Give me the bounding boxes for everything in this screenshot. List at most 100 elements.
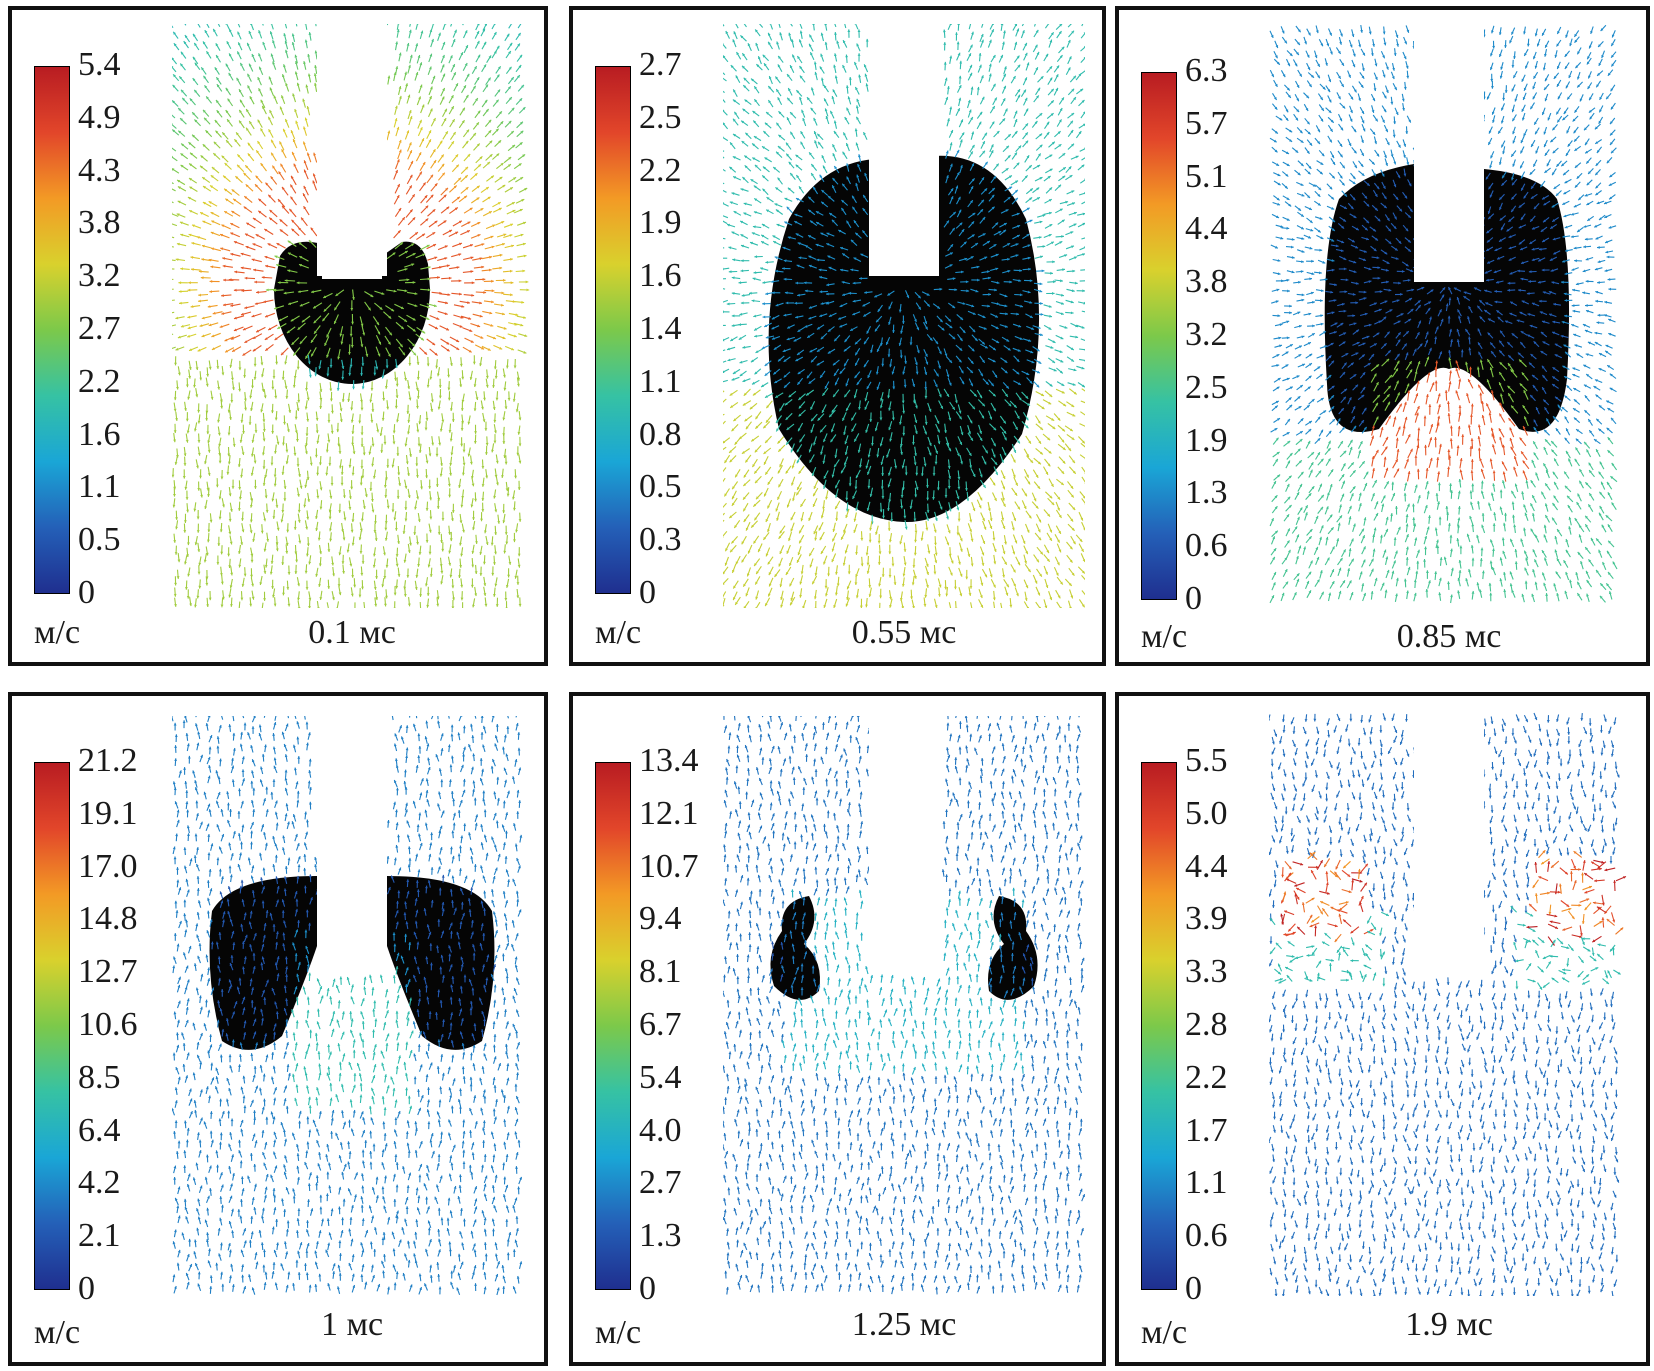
velocity-arrowhead	[481, 406, 484, 410]
velocity-arrowhead	[404, 71, 408, 75]
velocity-arrowhead	[429, 53, 433, 57]
velocity-arrowhead	[416, 377, 420, 380]
velocity-arrowhead	[285, 550, 289, 554]
velocity-arrowhead	[245, 233, 248, 237]
velocity-arrowhead	[278, 199, 281, 203]
velocity-arrowhead	[1036, 187, 1040, 191]
velocity-arrowhead	[264, 475, 268, 478]
velocity-arrowhead	[512, 399, 516, 402]
velocity-arrowhead	[388, 315, 392, 319]
velocity-arrowhead	[384, 538, 388, 541]
velocity-arrow	[1081, 201, 1085, 205]
velocity-arrowhead	[1049, 211, 1052, 215]
velocity-arrowhead	[251, 314, 255, 318]
velocity-arrowhead	[993, 176, 996, 179]
velocity-arrowhead	[399, 95, 402, 99]
velocity-arrow	[450, 24, 453, 27]
velocity-arrowhead	[842, 151, 846, 155]
velocity-arrowhead	[1002, 98, 1006, 102]
velocity-arrowhead	[224, 188, 228, 192]
velocity-arrow	[743, 24, 747, 28]
velocity-arrowhead	[224, 163, 228, 166]
velocity-arrowhead	[189, 210, 193, 213]
velocity-arrowhead	[381, 375, 385, 379]
velocity-arrowhead	[227, 98, 231, 102]
velocity-arrowhead	[322, 318, 326, 322]
velocity-arrowhead	[265, 182, 269, 186]
velocity-arrowhead	[821, 190, 825, 193]
velocity-arrowhead	[1025, 132, 1028, 136]
velocity-arrowhead	[384, 603, 387, 607]
velocity-arrowhead	[241, 584, 245, 587]
velocity-arrowhead	[279, 106, 283, 110]
velocity-arrowhead	[433, 160, 437, 164]
velocity-arrowhead	[283, 33, 287, 37]
velocity-arrowhead	[253, 268, 256, 272]
velocity-arrowhead	[348, 464, 352, 468]
velocity-arrowhead	[250, 472, 254, 476]
velocity-arrowhead	[314, 82, 317, 86]
velocity-arrowhead	[984, 188, 988, 192]
velocity-arrowhead	[395, 66, 399, 69]
velocity-arrowhead	[292, 151, 295, 155]
velocity-arrowhead	[263, 548, 267, 552]
velocity-arrowhead	[742, 65, 745, 69]
velocity-arrowhead	[461, 376, 465, 380]
velocity-arrowhead	[1034, 44, 1038, 48]
velocity-arrowhead	[445, 301, 448, 305]
velocity-arrowhead	[1039, 220, 1043, 224]
velocity-arrowhead	[307, 73, 311, 77]
velocity-arrowhead	[173, 74, 176, 78]
velocity-arrowhead	[1041, 269, 1045, 273]
velocity-arrowhead	[233, 288, 237, 292]
velocity-arrowhead	[513, 365, 517, 369]
velocity-arrowhead	[201, 258, 205, 261]
velocity-arrowhead	[747, 43, 751, 47]
velocity-arrowhead	[216, 55, 219, 58]
velocity-arrow	[517, 24, 522, 29]
velocity-arrowhead	[451, 141, 454, 145]
velocity-arrowhead	[206, 51, 210, 55]
velocity-arrowhead	[172, 129, 176, 133]
velocity-arrowhead	[297, 607, 301, 608]
velocity-arrowhead	[314, 330, 317, 334]
velocity-arrowhead	[477, 110, 481, 114]
velocity-arrowhead	[421, 104, 425, 108]
velocity-arrowhead	[244, 196, 248, 199]
velocity-arrowhead	[233, 328, 237, 332]
velocity-arrow	[1044, 24, 1050, 29]
velocity-arrowhead	[348, 352, 351, 355]
velocity-arrowhead	[489, 311, 493, 315]
velocity-arrowhead	[481, 346, 485, 350]
velocity-arrowhead	[451, 585, 455, 589]
velocity-arrowhead	[177, 180, 181, 183]
velocity-arrowhead	[1035, 67, 1038, 71]
velocity-arrowhead	[442, 54, 445, 58]
velocity-arrowhead	[723, 202, 725, 205]
velocity-arrowhead	[1014, 119, 1018, 123]
velocity-arrowhead	[214, 67, 218, 71]
velocity-arrowhead	[329, 528, 332, 532]
velocity-arrowhead	[394, 378, 397, 381]
velocity-arrowhead	[996, 131, 1000, 134]
velocity-arrowhead	[371, 443, 375, 447]
velocity-arrowhead	[435, 484, 439, 487]
velocity-arrowhead	[520, 121, 523, 125]
velocity-arrowhead	[1014, 24, 1017, 27]
velocity-arrowhead	[252, 336, 256, 339]
velocity-arrowhead	[451, 106, 454, 110]
velocity-arrowhead	[425, 583, 428, 587]
velocity-arrowhead	[970, 44, 973, 48]
velocity-arrowhead	[761, 234, 765, 238]
velocity-arrowhead	[247, 142, 251, 146]
velocity-arrowhead	[513, 507, 516, 511]
velocity-arrowhead	[442, 41, 446, 45]
velocity-arrowhead	[844, 117, 848, 120]
velocity-arrowhead	[790, 173, 793, 176]
velocity-arrowhead	[733, 134, 736, 137]
velocity-arrowhead	[813, 117, 817, 121]
velocity-arrowhead	[484, 24, 487, 26]
velocity-arrowhead	[292, 139, 296, 143]
velocity-arrowhead	[208, 258, 212, 262]
velocity-arrowhead	[1065, 200, 1069, 204]
